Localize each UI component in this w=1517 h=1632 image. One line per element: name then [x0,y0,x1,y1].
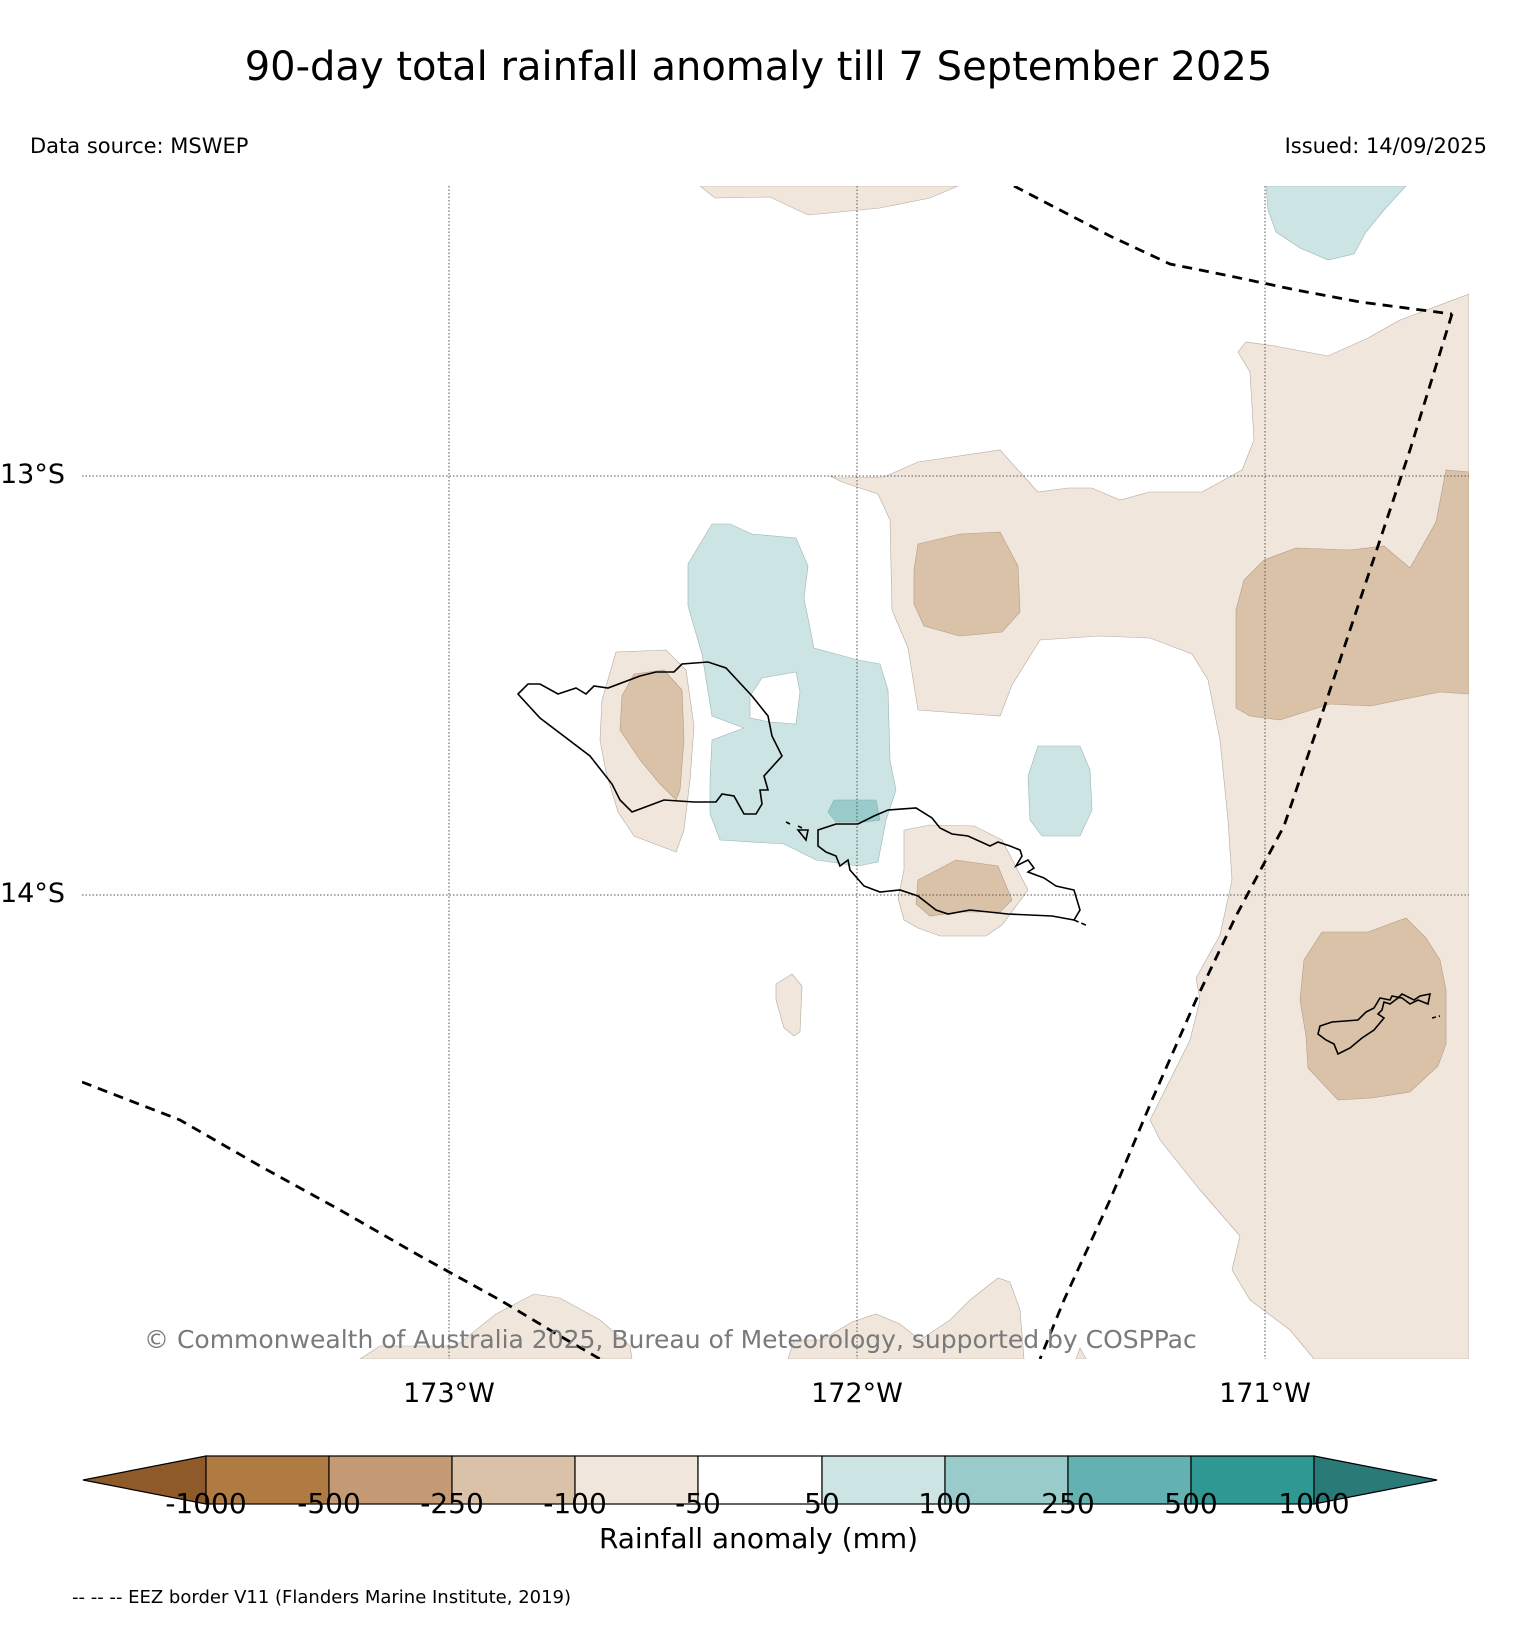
small-island-dots [785,821,803,829]
anomaly-region-small-south [775,973,803,1037]
upolu-coastline [817,807,1081,921]
colorbar-tick: -250 [420,1487,484,1520]
colorbar-tick: 1000 [1278,1487,1350,1520]
colorbar-tick: -50 [675,1487,721,1520]
lon-label-172w: 172°W [811,1378,903,1409]
anomaly-region-top-teal [1265,186,1407,261]
apolima-island [796,829,809,842]
upolu-coastline-tail [1073,919,1089,927]
colorbar-tick: 100 [918,1487,972,1520]
colorbar-label: Rainfall anomaly (mm) [598,1522,919,1555]
colorbar-segment-9 [1190,1455,1315,1505]
anomaly-region-neutral-hole [749,671,801,725]
colorbar-segment-8 [1067,1455,1192,1505]
anomaly-region-east-dark [1235,469,1469,721]
data-source-label: Data source: MSWEP [30,134,249,158]
eez-border-east [1038,313,1454,1359]
colorbar-segment-7 [944,1455,1069,1505]
anomaly-region-mid-teal [827,799,881,823]
colorbar-tick: 500 [1164,1487,1218,1520]
eez-border [82,186,1454,1359]
anomaly-region-top-light [699,186,959,216]
colorbar-segment-1 [205,1455,330,1505]
colorbar-segment-4 [574,1455,699,1505]
eez-border-southwest [82,1080,601,1359]
lat-label-13s: 13°S [0,459,65,490]
anomaly-region-bottom-3 [1075,1347,1087,1359]
colorbar-segment-above [1313,1455,1438,1505]
tutuila-coastline [1317,992,1432,1056]
issued-date-label: Issued: 14/09/2025 [1284,134,1487,158]
colorbar-tick: -1000 [165,1487,247,1520]
graticule [82,186,1469,1359]
colorbar-tick: 50 [804,1487,840,1520]
lon-label-171w: 171°W [1219,1378,1311,1409]
eez-border-north [1013,186,1453,316]
eez-legend-note: -- -- -- EEZ border V11 (Flanders Marine… [72,1587,572,1608]
anomaly-region-bottom-1 [359,1293,633,1359]
colorbar-segment-5 [697,1455,823,1505]
anomaly-region-east-teal [1027,745,1093,837]
lat-label-14s: 14°S [0,878,65,909]
colorbar-segment-2 [328,1455,453,1505]
tutuila-tail [1431,1015,1441,1019]
colorbar-tick: 250 [1041,1487,1095,1520]
colorbar-tick: -100 [543,1487,607,1520]
colorbar-tick: -500 [297,1487,361,1520]
savaii-coastline [516,661,783,815]
anomaly-region-savaii-dark [915,859,1013,917]
anomaly-region-mid-north [913,531,1021,637]
lon-label-173w: 173°W [403,1378,495,1409]
map-title: 90-day total rainfall anomaly till 7 Sep… [244,44,1273,90]
colorbar-segment-6 [821,1455,946,1505]
anomaly-region-bottom-2 [787,1277,1025,1359]
copyright-watermark: © Commonwealth of Australia 2025, Bureau… [144,1325,1197,1354]
